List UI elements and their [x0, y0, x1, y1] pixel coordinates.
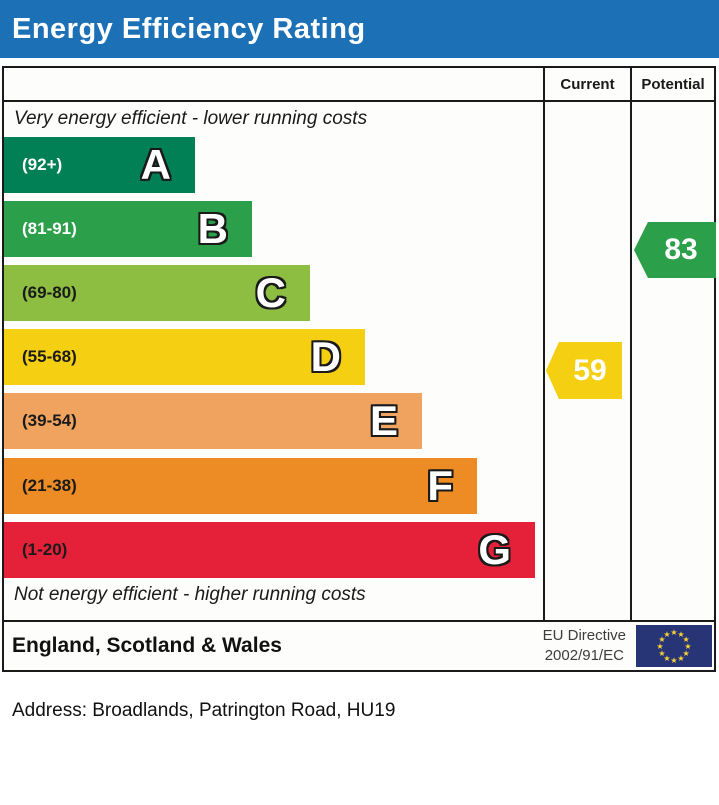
band-letter: F — [427, 462, 453, 509]
band-letter: G — [478, 526, 511, 573]
header-row-divider — [4, 100, 714, 102]
address-line: Address: Broadlands, Patrington Road, HU… — [12, 700, 396, 721]
svg-text:★: ★ — [663, 654, 670, 663]
potential-rating-marker: 83 — [634, 222, 716, 278]
band-letter: C — [255, 269, 286, 316]
svg-text:★: ★ — [670, 628, 677, 637]
band-letter: D — [310, 333, 341, 380]
current-rating-marker: 59 — [546, 342, 622, 399]
current-column-header: Current — [560, 75, 615, 93]
svg-text:★: ★ — [658, 635, 665, 644]
region-label: England, Scotland & Wales — [12, 634, 282, 657]
svg-text:★: ★ — [663, 630, 670, 639]
potential-column-header: Potential — [641, 75, 705, 93]
band-range-label: (81-91) — [22, 219, 77, 238]
eu-flag-icon: ★ ★ ★ ★ ★ ★ ★ ★ ★ ★ ★ ★ — [636, 625, 712, 667]
svg-text:★: ★ — [684, 642, 691, 651]
band-letter: E — [369, 397, 398, 444]
band-row-f: (21-38) F — [4, 458, 477, 514]
svg-text:★: ★ — [683, 649, 690, 658]
svg-text:★: ★ — [677, 630, 684, 639]
band-row-g: (1-20) G — [4, 522, 535, 578]
band-range-label: (92+) — [22, 155, 63, 174]
band-range-label: (1-20) — [22, 540, 68, 559]
svg-text:★: ★ — [670, 656, 677, 665]
svg-text:★: ★ — [656, 642, 663, 651]
svg-text:★: ★ — [658, 649, 665, 658]
svg-text:★: ★ — [677, 654, 684, 663]
potential-rating-value: 83 — [664, 233, 698, 266]
band-letter: A — [140, 141, 171, 188]
footer-divider — [4, 620, 714, 622]
band-range-label: (21-38) — [22, 476, 77, 495]
bottom-note: Not energy efficient - higher running co… — [14, 584, 366, 605]
top-note: Very energy efficient - lower running co… — [14, 108, 368, 129]
current-column-divider — [543, 68, 545, 622]
epc-rating-table: Current Potential Very energy efficient … — [2, 66, 716, 672]
header-bar: Energy Efficiency Rating — [0, 0, 719, 58]
band-row-b: (81-91) B — [4, 201, 252, 257]
epc-table-inner: Current Potential Very energy efficient … — [4, 68, 716, 670]
current-rating-value: 59 — [573, 353, 607, 387]
eu-directive-line2: 2002/91/EC — [544, 647, 624, 664]
page-title: Energy Efficiency Rating — [12, 12, 366, 45]
footer-row: England, Scotland & Wales EU Directive 2… — [4, 622, 714, 670]
eu-directive-text: EU Directive 2002/91/EC — [543, 626, 626, 666]
band-row-d: (55-68) D — [4, 329, 365, 385]
band-range-label: (69-80) — [22, 283, 77, 302]
svg-text:★: ★ — [683, 635, 690, 644]
band-row-c: (69-80) C — [4, 265, 310, 321]
band-row-a: (92+) A — [4, 137, 195, 193]
band-range-label: (39-54) — [22, 411, 77, 430]
potential-column-divider — [630, 68, 632, 622]
eu-directive-line1: EU Directive — [542, 627, 626, 644]
band-row-e: (39-54) E — [4, 393, 422, 449]
band-range-label: (55-68) — [22, 347, 77, 366]
band-letter: B — [197, 205, 228, 252]
